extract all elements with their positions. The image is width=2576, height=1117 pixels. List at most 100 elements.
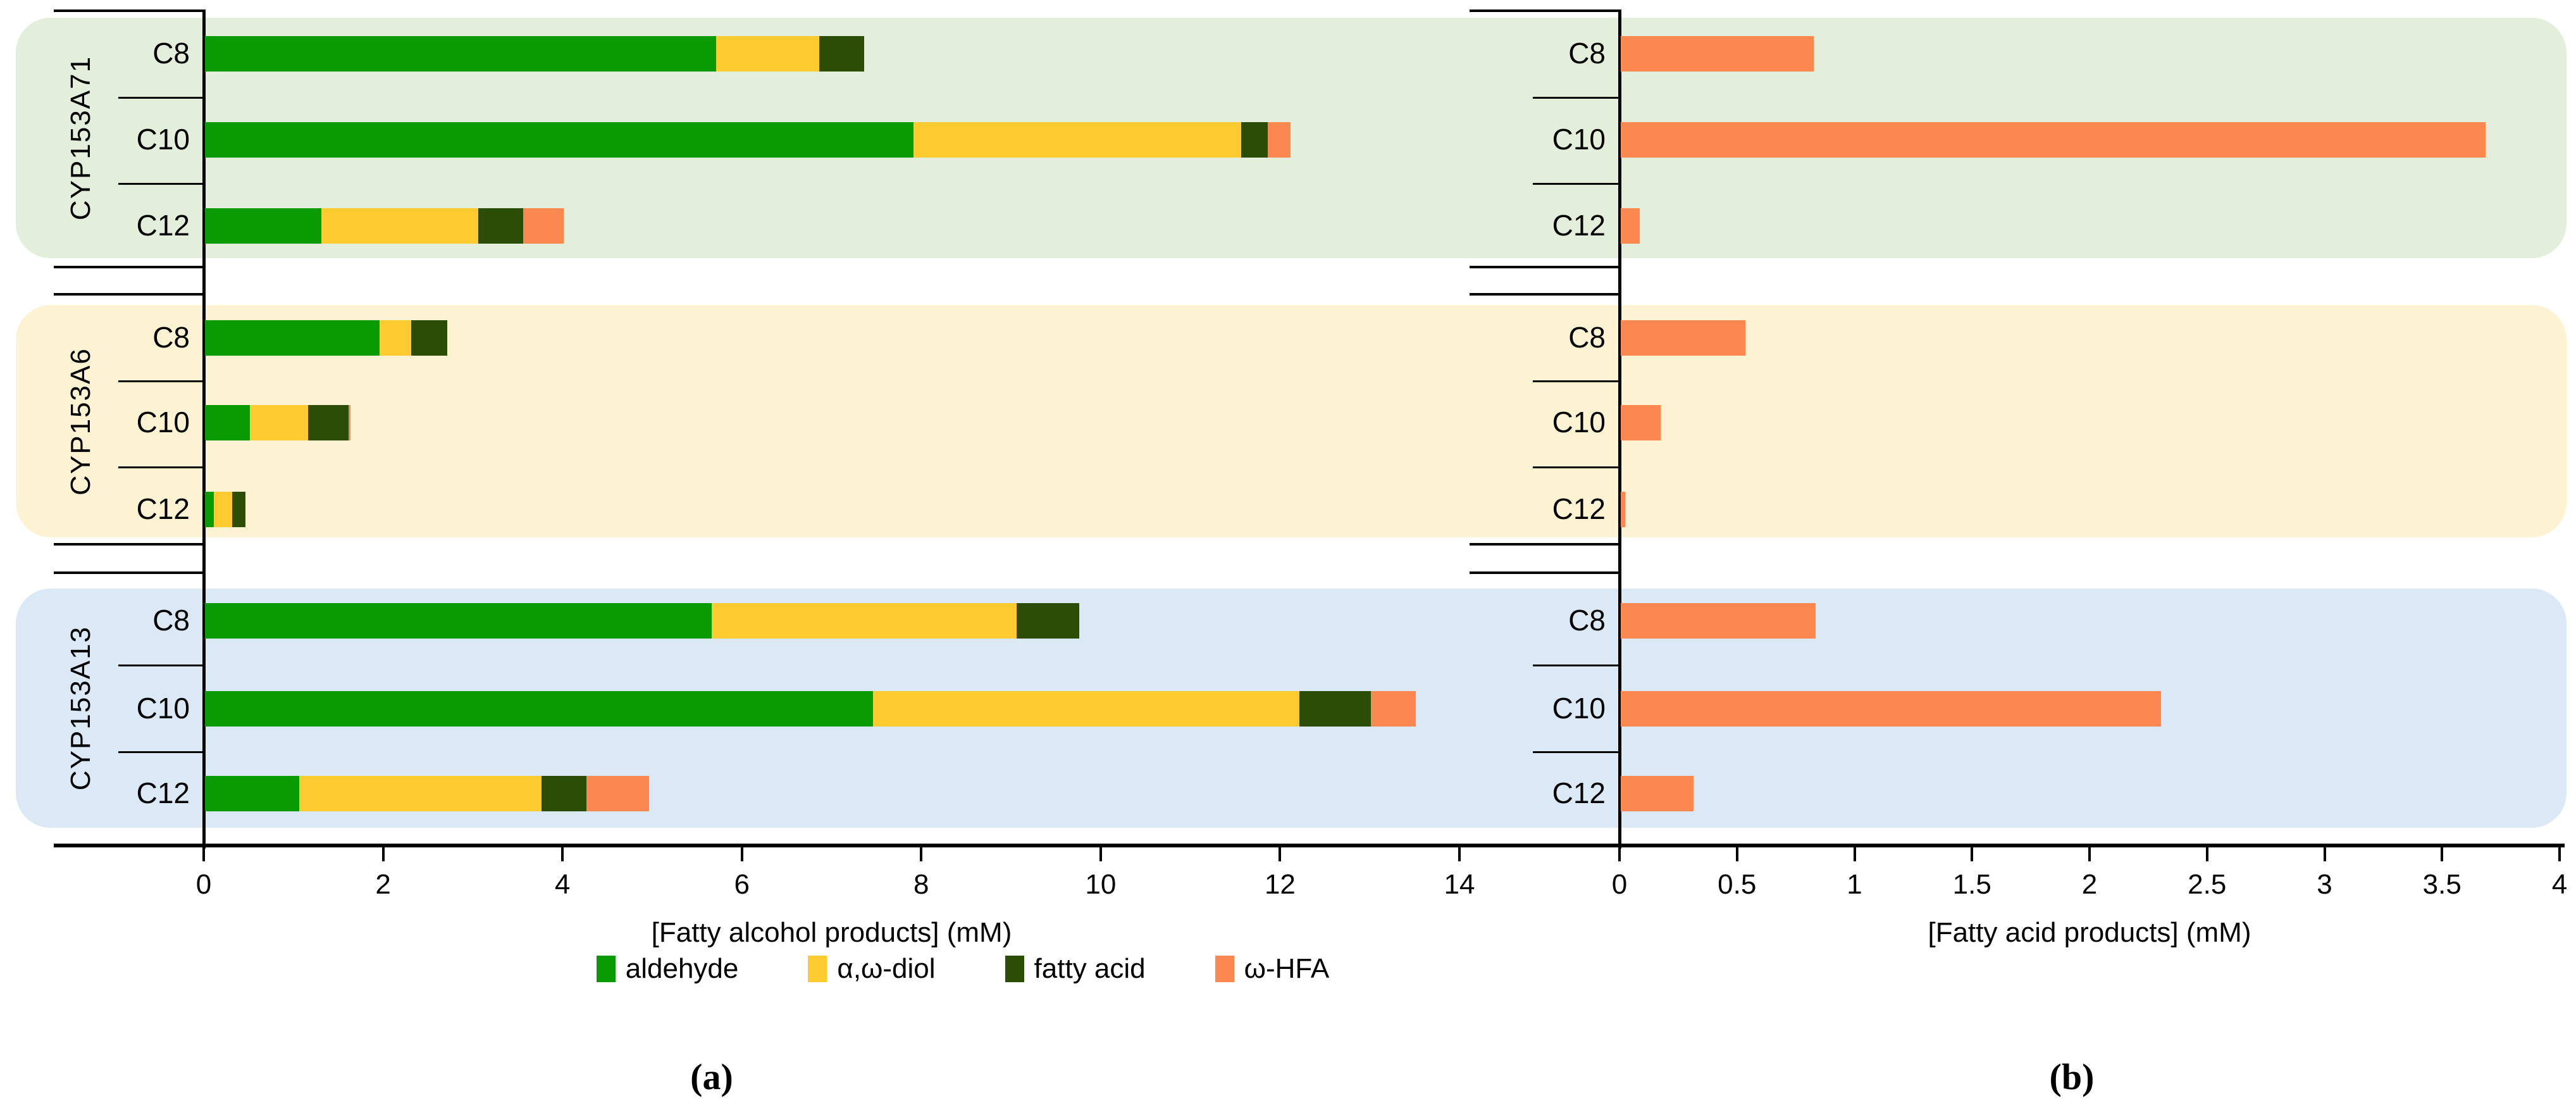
x-tick-label: 14 (1444, 869, 1475, 900)
bar-segment-ω-HFA (348, 405, 350, 440)
x-axis-title: [Fatty alcohol products] (mM) (651, 917, 1012, 948)
legend-label: aldehyde (625, 953, 739, 984)
x-tick-label: 1 (1847, 869, 1862, 900)
row-label: C10 (136, 123, 190, 156)
x-tick (202, 847, 205, 861)
bar-segment-aldehyde (205, 320, 380, 356)
row-divider-line (118, 97, 204, 99)
x-tick (1099, 847, 1102, 861)
group-bracket-line (54, 571, 204, 574)
row-label: C8 (152, 321, 190, 354)
row-divider-line (1533, 380, 1619, 382)
x-axis (1470, 844, 2565, 847)
legend-item-fatty acid: fatty acid (1005, 953, 1146, 985)
x-tick-label: 8 (913, 869, 929, 900)
x-tick (740, 847, 743, 861)
bar-segment-ω-HFA (1621, 320, 1745, 356)
group-bracket-line (1470, 571, 1619, 574)
bar-segment-α,ω-diol (321, 208, 479, 244)
bar-segment-ω-HFA (1621, 122, 2486, 158)
x-tick-label: 0 (1611, 869, 1628, 900)
bar-segment-fatty acid (411, 320, 447, 356)
x-tick (1735, 847, 1738, 861)
bar-segment-fatty acid (478, 208, 524, 244)
row-divider-line (118, 380, 204, 382)
legend-swatch-icon (1005, 956, 1024, 982)
bar-segment-fatty acid (1017, 603, 1080, 639)
bar-segment-aldehyde (205, 405, 250, 440)
bar-segment-ω-HFA (1621, 208, 1640, 244)
x-axis-title: [Fatty acid products] (mM) (1928, 917, 2251, 948)
row-divider-line (1533, 466, 1619, 468)
bar-segment-fatty acid (541, 776, 586, 811)
x-tick-label: 12 (1264, 869, 1296, 900)
legend-swatch-icon (808, 956, 827, 982)
row-divider-line (1533, 751, 1619, 753)
bar-segment-aldehyde (205, 776, 299, 811)
bar-segment-fatty acid (1241, 122, 1268, 158)
group-bracket-line (54, 9, 204, 12)
group-label-text: CYP153A6 (65, 347, 97, 496)
row-label: C12 (136, 777, 190, 809)
row-label: C8 (152, 604, 190, 637)
bar-segment-ω-HFA (1268, 122, 1291, 158)
bar-segment-ω-HFA (1371, 691, 1416, 727)
row-label: C10 (136, 406, 190, 439)
group-label-text: CYP153A13 (65, 625, 97, 791)
bar-segment-aldehyde (205, 122, 914, 158)
bar-segment-aldehyde (205, 36, 717, 72)
legend-swatch-icon (1215, 956, 1234, 982)
group-label-text: CYP153A71 (65, 55, 97, 221)
group-bracket-line (1470, 543, 1619, 546)
x-tick (1458, 847, 1461, 861)
group-bracket-line (1470, 293, 1619, 296)
bar-segment-fatty acid (819, 36, 865, 72)
x-tick-label: 0.5 (1718, 869, 1757, 900)
bar-segment-α,ω-diol (249, 405, 309, 440)
x-tick-label: 4 (554, 869, 571, 900)
x-tick-label: 0 (195, 869, 212, 900)
bar-segment-ω-HFA (523, 208, 564, 244)
x-tick (2323, 847, 2326, 861)
x-tick-label: 1.5 (1952, 869, 1991, 900)
bar-segment-α,ω-diol (214, 492, 232, 527)
bar-segment-α,ω-diol (380, 320, 412, 356)
bar-segment-ω-HFA (1621, 36, 1814, 72)
x-tick (2558, 847, 2561, 861)
bar-segment-fatty acid (232, 492, 245, 527)
row-label: C8 (152, 37, 190, 70)
group-label-CYP153A13: CYP153A13 (58, 589, 104, 828)
x-tick (1618, 847, 1621, 861)
bar-segment-ω-HFA (1621, 776, 1694, 811)
x-tick-label: 3.5 (2422, 869, 2461, 900)
panel-a-letter: (a) (690, 1056, 733, 1097)
x-tick (920, 847, 923, 861)
x-tick-label: 4 (2551, 869, 2568, 900)
row-label: C8 (1568, 604, 1606, 637)
row-label: C8 (1568, 37, 1606, 70)
x-tick-label: 2.5 (2188, 869, 2227, 900)
bar-segment-ω-HFA (1621, 603, 1816, 639)
group-label-CYP153A71: CYP153A71 (58, 18, 104, 258)
bar-segment-α,ω-diol (716, 36, 820, 72)
row-label: C12 (1552, 209, 1606, 242)
row-label: C12 (1552, 492, 1606, 525)
bar-segment-α,ω-diol (873, 691, 1299, 727)
group-bracket-line (1470, 266, 1619, 268)
x-tick-label: 2 (375, 869, 391, 900)
group-bracket-line (54, 293, 204, 296)
row-divider-line (118, 466, 204, 468)
legend-label: ω-HFA (1244, 953, 1330, 984)
row-divider-line (1533, 665, 1619, 666)
x-tick (561, 847, 564, 861)
row-divider-line (118, 183, 204, 185)
y-axis (1618, 9, 1621, 849)
legend-label: α,ω-diol (837, 953, 936, 984)
y-axis (202, 9, 206, 849)
x-tick (2088, 847, 2091, 861)
row-divider-line (118, 751, 204, 753)
x-tick-label: 2 (2081, 869, 2098, 900)
bar-segment-α,ω-diol (913, 122, 1241, 158)
row-label: C10 (1552, 692, 1606, 725)
